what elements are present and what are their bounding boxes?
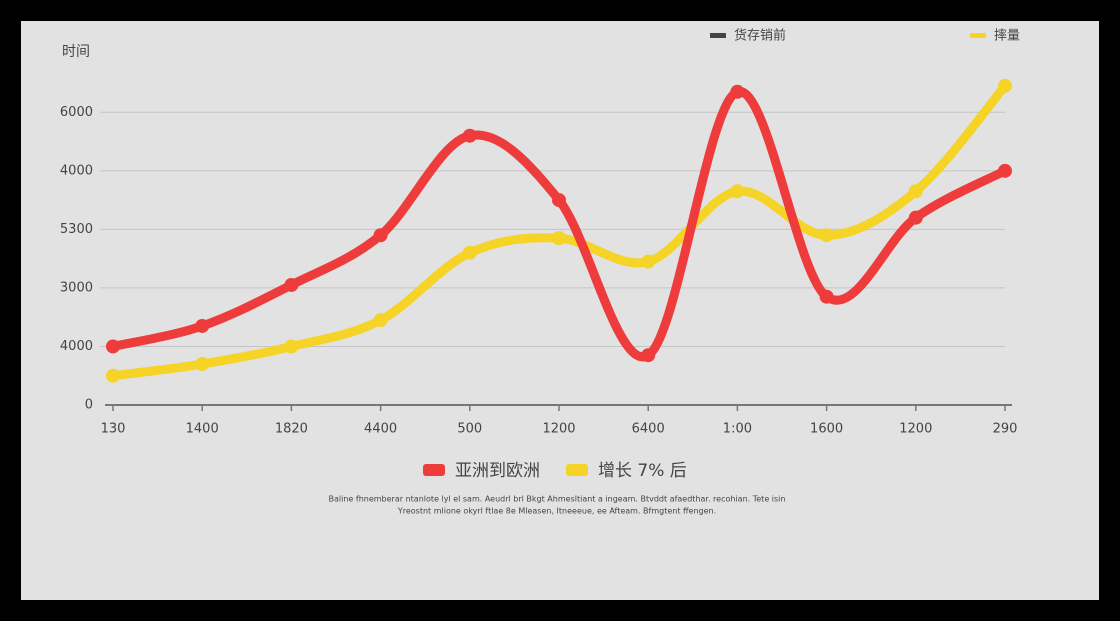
footnote: Baline fhnemberar ntanlote lyl el sam. A… <box>329 495 786 504</box>
background <box>21 21 1099 600</box>
x-tick-label: 290 <box>993 422 1018 437</box>
x-tick-label: 6400 <box>632 422 665 437</box>
point <box>908 210 923 225</box>
x-tick-label: 1:00 <box>723 422 752 437</box>
point <box>462 245 477 260</box>
point <box>641 348 656 363</box>
point <box>730 84 745 99</box>
point <box>908 184 923 199</box>
legend-label: 亚洲到欧洲 <box>455 461 540 481</box>
point <box>462 128 477 143</box>
point <box>552 193 566 208</box>
point <box>195 357 210 372</box>
point <box>819 228 834 243</box>
x-tick-label: 1200 <box>542 422 575 437</box>
point <box>284 277 299 292</box>
top-legend-label: 货存销前 <box>734 28 786 44</box>
point <box>106 368 120 383</box>
top-legend-swatch <box>970 33 986 38</box>
point <box>998 163 1012 178</box>
y-tick-label: 4000 <box>60 163 93 178</box>
legend-swatch <box>566 464 588 476</box>
x-tick-label: 1200 <box>899 422 932 437</box>
series-line <box>108 81 1010 381</box>
point <box>373 313 388 328</box>
x-tick-label: 500 <box>457 422 482 437</box>
point <box>195 318 210 333</box>
top-legend-swatch <box>710 33 726 38</box>
top-legend-label: 摔量 <box>994 28 1020 44</box>
point <box>730 184 745 199</box>
y-tick-label: 6000 <box>60 105 93 120</box>
point <box>819 289 834 304</box>
y-tick-label: 3000 <box>60 280 93 295</box>
point <box>998 78 1012 93</box>
y-tick-label: 4000 <box>60 339 93 354</box>
y-tick-label: 5300 <box>60 222 93 237</box>
x-tick-label: 1400 <box>186 422 219 437</box>
y-axis-label: 时间 <box>62 44 90 60</box>
footnote: Yreostnt mlione okyrl ftlae 8e Mleasen, … <box>397 507 716 516</box>
legend-label: 增长 7% 后 <box>598 461 687 481</box>
point <box>284 339 299 354</box>
point <box>641 254 656 269</box>
point <box>552 231 566 246</box>
point <box>106 339 120 354</box>
x-tick-label: 1820 <box>275 422 308 437</box>
x-tick-label: 130 <box>101 422 126 437</box>
x-tick-label: 4400 <box>364 422 397 437</box>
y-tick-label: 0 <box>85 398 93 413</box>
point <box>373 228 388 243</box>
x-tick-label: 1600 <box>810 422 843 437</box>
legend-swatch <box>423 464 445 476</box>
